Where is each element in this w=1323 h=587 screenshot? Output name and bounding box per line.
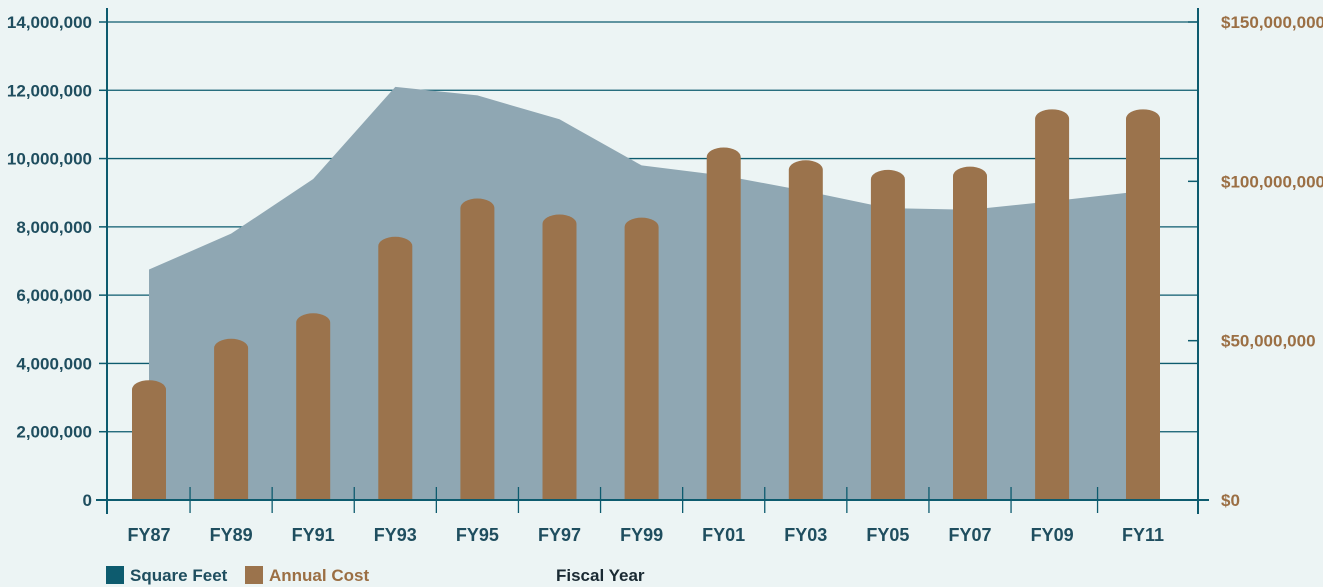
bar-fy99 [624,217,659,501]
right-tick-label-3: $150,000,000 [1221,13,1323,32]
x-tick-label-fy87: FY87 [127,525,170,545]
right-tick-label-1: $50,000,000 [1221,332,1316,351]
right-tick-label-0: $0 [1221,491,1240,510]
legend-label-square-feet: Square Feet [130,566,228,585]
bar-fy11 [1126,109,1160,501]
left-axis-tick-labels: 0 2,000,000 4,000,000 6,000,000 8,000,000 10,… [7,13,92,510]
legend-label-annual-cost: Annual Cost [269,566,369,585]
left-tick-label-1: 2,000,000 [16,423,92,442]
legend: Square Feet Annual Cost [106,566,369,585]
bar-fy07 [953,166,987,500]
x-tick-label-fy89: FY89 [210,525,253,545]
left-tick-label-6: 12,000,000 [7,81,92,100]
x-tick-label-fy01: FY01 [702,525,745,545]
bar-fy89 [214,338,249,500]
left-tick-label-5: 10,000,000 [7,150,92,169]
x-tick-label-fy07: FY07 [948,525,991,545]
x-axis-label: Fiscal Year [556,566,645,585]
x-tick-label-fy11: FY11 [1122,525,1164,545]
right-tick-label-2: $100,000,000 [1221,172,1323,191]
x-tick-label-fy93: FY93 [374,525,417,545]
left-tick-label-3: 6,000,000 [16,286,92,305]
x-tick-label-fy95: FY95 [456,525,499,545]
bar-fy93 [378,236,413,501]
right-axis-tick-labels: $0 $50,000,000 $100,000,000 $150,000,000 [1221,13,1323,510]
bar-fy09 [1035,109,1070,501]
axes [96,8,1209,514]
left-tick-label-7: 14,000,000 [7,13,92,32]
bar-fy05 [870,169,905,500]
left-tick-label-2: 4,000,000 [16,354,92,373]
x-tick-label-fy97: FY97 [538,525,581,545]
bar-fy97 [542,214,577,500]
x-tick-label-fy99: FY99 [620,525,663,545]
x-tick-label-fy91: FY91 [292,525,335,545]
left-tick-label-4: 8,000,000 [16,218,92,237]
x-tick-label-fy05: FY05 [866,525,909,545]
bar-fy03 [788,160,823,500]
annual-cost-bars [132,109,1160,501]
bar-fy95 [460,198,495,500]
bar-fy91 [296,313,331,500]
x-axis-tick-labels: FY87 FY89 FY91 FY93 FY95 FY97 FY99 FY01 FY03 FY05… [127,525,1164,545]
bar-fy01 [706,147,741,500]
legend-swatch-square-feet [106,566,124,584]
x-tick-label-fy09: FY09 [1031,525,1074,545]
bar-fy87 [132,380,166,500]
x-tick-label-fy03: FY03 [784,525,827,545]
legend-swatch-annual-cost [245,566,263,584]
left-tick-label-0: 0 [83,491,92,510]
